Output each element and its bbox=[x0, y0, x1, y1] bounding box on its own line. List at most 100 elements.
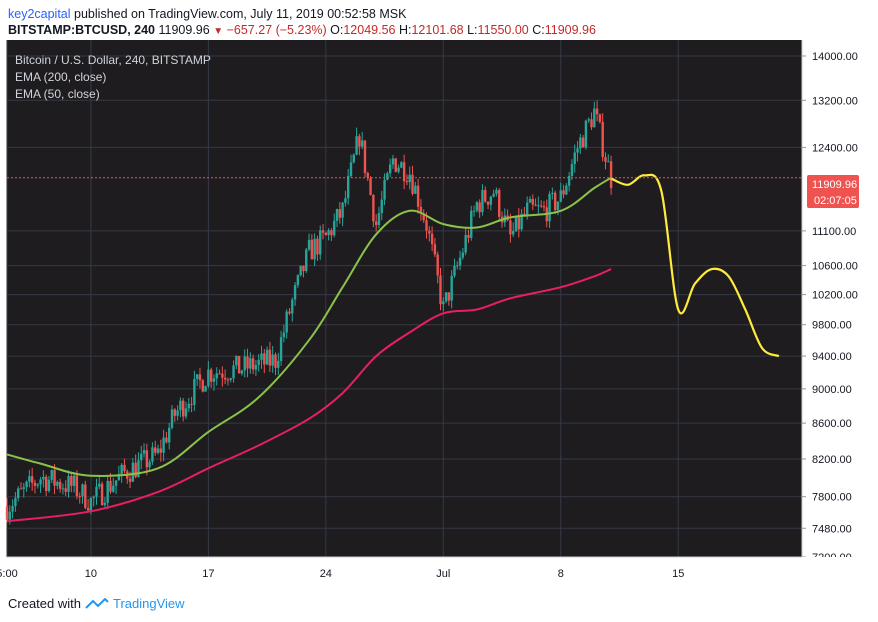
candle-body bbox=[207, 369, 210, 387]
candle-body bbox=[25, 481, 28, 488]
candle-body bbox=[176, 410, 179, 416]
candle-body bbox=[246, 356, 249, 369]
time-axis[interactable] bbox=[0, 557, 878, 582]
y-tick-label: 10600.00 bbox=[812, 261, 858, 273]
candle-body bbox=[363, 140, 367, 173]
y-tick-label: 8600.00 bbox=[812, 418, 852, 430]
candle-body bbox=[151, 447, 154, 462]
candle-body bbox=[472, 210, 476, 212]
candle-body bbox=[251, 358, 255, 370]
price-axis[interactable] bbox=[802, 40, 878, 560]
candle-body bbox=[285, 311, 288, 333]
candle-body bbox=[419, 206, 423, 214]
candle-body bbox=[495, 190, 498, 194]
candle-body bbox=[209, 369, 213, 382]
candle-body bbox=[422, 213, 425, 221]
candle-body bbox=[456, 265, 459, 267]
candle-body bbox=[604, 157, 607, 162]
y-tick-label: 8200.00 bbox=[812, 454, 852, 466]
candle-body bbox=[145, 450, 149, 468]
candle-body bbox=[377, 213, 381, 225]
candle-body bbox=[42, 476, 45, 480]
candle-body bbox=[595, 108, 599, 115]
candle-body bbox=[78, 496, 81, 498]
candle-body bbox=[517, 215, 521, 230]
candle-body bbox=[263, 353, 266, 365]
candlesticks[interactable] bbox=[5, 100, 613, 525]
symbol-label: BITSTAMP:BTCUSD, 240 bbox=[8, 23, 156, 37]
candle-body bbox=[458, 257, 462, 266]
candle-body bbox=[587, 119, 590, 121]
candle-body bbox=[593, 108, 596, 128]
candle-body bbox=[579, 137, 582, 149]
price-tag-countdown: 02:07:05 bbox=[814, 195, 857, 207]
candle-body bbox=[335, 209, 339, 221]
candle-body bbox=[137, 460, 140, 478]
author-link[interactable]: key2capital bbox=[8, 7, 71, 21]
y-tick-label: 7480.00 bbox=[812, 523, 852, 535]
candle-body bbox=[573, 152, 576, 165]
candle-body bbox=[67, 476, 70, 492]
y-tick-label: 12400.00 bbox=[812, 142, 858, 154]
candle-body bbox=[590, 119, 593, 128]
candle-body bbox=[204, 386, 207, 392]
candle-body bbox=[159, 448, 163, 453]
candle-body bbox=[282, 332, 286, 338]
candle-body bbox=[542, 206, 546, 208]
candle-body bbox=[8, 511, 11, 520]
candle-body bbox=[553, 192, 557, 211]
price-tag: 11909.96 02:07:05 bbox=[807, 175, 859, 208]
candle-body bbox=[525, 202, 529, 215]
candle-body bbox=[464, 235, 467, 253]
candle-body bbox=[514, 215, 518, 232]
candle-body bbox=[565, 185, 568, 195]
candle-body bbox=[436, 254, 439, 276]
y-tick-label: 13200.00 bbox=[812, 95, 858, 107]
candle-body bbox=[156, 448, 160, 453]
candle-body bbox=[327, 230, 330, 236]
candle-body bbox=[223, 377, 227, 380]
candle-body bbox=[360, 140, 364, 147]
tradingview-link[interactable]: TradingView bbox=[112, 596, 185, 611]
candle-body bbox=[33, 482, 37, 486]
candle-body bbox=[470, 210, 473, 238]
price-change: −657.27 (−5.23%) bbox=[226, 23, 327, 37]
close-value: 11909.96 bbox=[544, 23, 596, 37]
candle-body bbox=[380, 199, 383, 214]
y-tick-label: 7800.00 bbox=[812, 492, 852, 504]
candle-body bbox=[601, 121, 604, 158]
candle-body bbox=[366, 172, 369, 179]
candle-body bbox=[28, 476, 31, 482]
candle-body bbox=[475, 202, 479, 211]
ema-200-line bbox=[6, 268, 612, 523]
y-tick-label: 14000.00 bbox=[812, 51, 858, 63]
candle-body bbox=[416, 185, 420, 207]
candle-body bbox=[386, 173, 389, 180]
candle-body bbox=[64, 488, 67, 492]
candle-body bbox=[400, 162, 403, 168]
candle-body bbox=[288, 311, 291, 314]
candle-body bbox=[240, 370, 244, 374]
candle-body bbox=[548, 193, 551, 222]
candle-body bbox=[556, 201, 560, 211]
high-value: 12101.68 bbox=[411, 23, 464, 37]
candle-body bbox=[442, 301, 445, 305]
candle-body bbox=[539, 205, 543, 207]
candle-body bbox=[520, 213, 523, 230]
candle-body bbox=[36, 484, 39, 486]
candle-body bbox=[609, 161, 613, 189]
y-tick-label: 9400.00 bbox=[812, 351, 852, 363]
candle-body bbox=[355, 136, 358, 155]
candle-body bbox=[534, 204, 537, 206]
candle-body bbox=[184, 408, 188, 417]
candle-body bbox=[349, 162, 353, 177]
candle-body bbox=[481, 190, 484, 213]
candle-body bbox=[229, 378, 232, 380]
candle-body bbox=[299, 265, 302, 276]
ema-50-line bbox=[6, 176, 612, 477]
candle-body bbox=[277, 360, 280, 368]
candle-body bbox=[484, 190, 487, 202]
candle-body bbox=[333, 220, 336, 236]
candle-body bbox=[316, 238, 319, 255]
